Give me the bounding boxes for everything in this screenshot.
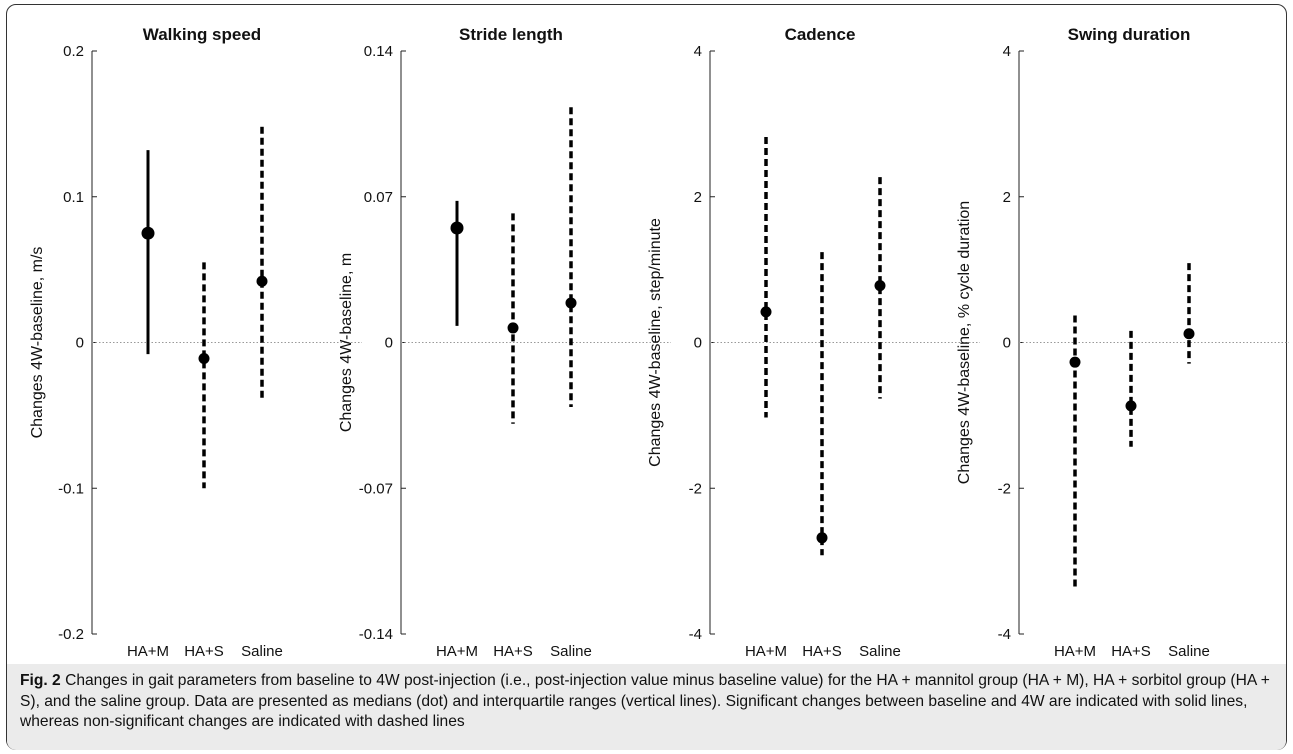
median-dot-has xyxy=(1125,400,1137,412)
x-category-label: HA+M xyxy=(1054,643,1096,660)
x-category-label: HA+S xyxy=(1111,643,1151,660)
panel-3: Cadence -4 -2 0 2 4 Changes 4W-baseline, step/… xyxy=(647,25,980,660)
y-tick-label: 0 xyxy=(76,335,84,352)
panel-2: Stride length -0.14 -0.07 0 0.07 0.14 Changes … xyxy=(338,25,671,660)
y-tick-label: -0.1 xyxy=(58,480,84,497)
x-category-label: HA+S xyxy=(802,643,842,660)
median-dot-has xyxy=(816,532,828,544)
figure-caption: Fig. 2 Changes in gait parameters from b… xyxy=(20,671,1275,733)
y-tick-label: 0 xyxy=(1003,335,1011,352)
y-tick-label: 0 xyxy=(694,335,702,352)
x-category-label: HA+M xyxy=(436,643,478,660)
y-tick-label: 0.14 xyxy=(364,43,393,60)
panel-title: Swing duration xyxy=(1068,25,1191,44)
y-axis-label: Changes 4W-baseline, % cycle duration xyxy=(956,201,973,484)
y-tick-label: 2 xyxy=(694,189,702,206)
x-category-label: Saline xyxy=(550,643,592,660)
caption-box xyxy=(7,664,1286,750)
x-category-label: HA+M xyxy=(745,643,787,660)
panel-title: Cadence xyxy=(785,25,856,44)
panel-1: Walking speed -0.2 -0.1 0 0.1 0.2 Changes 4W-b… xyxy=(29,25,362,660)
x-category-label: HA+S xyxy=(493,643,533,660)
y-tick-label: -0.14 xyxy=(359,626,393,643)
y-tick-label: 0.2 xyxy=(63,43,84,60)
median-dot-has xyxy=(507,322,519,334)
x-category-label: HA+S xyxy=(184,643,224,660)
median-dot-saline xyxy=(256,275,268,287)
y-tick-label: 4 xyxy=(694,43,702,60)
y-tick-label: -0.07 xyxy=(359,480,393,497)
panel-title: Walking speed xyxy=(143,25,261,44)
panel-title: Stride length xyxy=(459,25,563,44)
x-category-label: HA+M xyxy=(127,643,169,660)
y-tick-label: 4 xyxy=(1003,43,1011,60)
y-tick-label: 0.07 xyxy=(364,189,393,206)
caption-label: Fig. 2 xyxy=(20,672,61,689)
median-dot-ham xyxy=(450,221,464,235)
panel-4: Swing duration -4 -2 0 2 4 Changes 4W-baseline… xyxy=(956,25,1289,660)
x-category-label: Saline xyxy=(241,643,283,660)
y-tick-label: -4 xyxy=(998,626,1011,643)
y-tick-label: 0.1 xyxy=(63,189,84,206)
median-dot-ham xyxy=(141,226,155,240)
caption-text: Changes in gait parameters from baseline… xyxy=(20,672,1270,731)
y-tick-label: 2 xyxy=(1003,189,1011,206)
y-axis-label: Changes 4W-baseline, m/s xyxy=(29,247,46,439)
median-dot-saline xyxy=(565,297,577,309)
y-tick-label: -2 xyxy=(689,480,702,497)
x-category-label: Saline xyxy=(1168,643,1210,660)
y-axis-label: Changes 4W-baseline, step/minute xyxy=(647,218,664,467)
x-category-label: Saline xyxy=(859,643,901,660)
y-tick-label: -4 xyxy=(689,626,702,643)
median-dot-saline xyxy=(1183,328,1195,340)
y-tick-label: 0 xyxy=(385,335,393,352)
median-dot-ham xyxy=(1069,356,1081,368)
median-dot-ham xyxy=(760,306,772,318)
y-tick-label: -2 xyxy=(998,480,1011,497)
median-dot-saline xyxy=(874,280,886,292)
y-tick-label: -0.2 xyxy=(58,626,84,643)
median-dot-has xyxy=(198,353,210,365)
y-axis-label: Changes 4W-baseline, m xyxy=(338,253,355,432)
